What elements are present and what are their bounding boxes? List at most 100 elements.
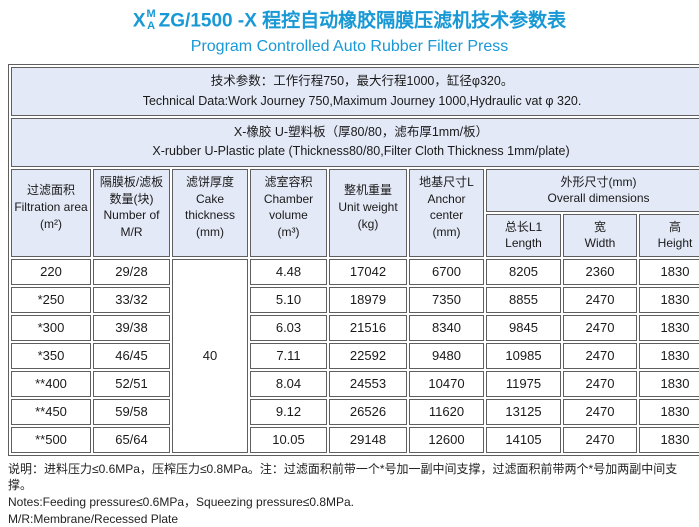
cell-anchor-center: 11620 [409, 399, 484, 425]
cell-length: 8855 [486, 287, 561, 313]
header-line: 地基尺寸L [411, 174, 482, 191]
cell-number-mr: 46/45 [93, 343, 170, 369]
notes-line-zh: 说明：进料压力≤0.6MPa，压榨压力≤0.8MPa。注：过滤面积前带一个*号加… [8, 461, 691, 494]
title-main-text: ZG/1500 -X 程控自动橡胶隔膜压滤机技术参数表 [159, 11, 567, 32]
header-unit-weight: 整机重量 Unit weight (kg) [329, 169, 407, 257]
notes-line-en: Notes:Feeding pressure≤0.6MPa，Squeezing … [8, 494, 691, 511]
header-filtration-area: 过滤面积 Filtration area (m²) [11, 169, 91, 257]
cell-chamber-volume: 6.03 [250, 315, 327, 341]
header-chamber-volume: 滤室容积 Chamber volume (m³) [250, 169, 327, 257]
cell-width: 2470 [563, 427, 637, 453]
cell-length: 13125 [486, 399, 561, 425]
cell-number-mr: 65/64 [93, 427, 170, 453]
header-line: 隔膜板/滤板 [95, 174, 168, 191]
header-line: 滤室容积 [252, 174, 325, 191]
cell-height: 1830 [639, 427, 699, 453]
header-length: 总长L1 Length [486, 214, 561, 257]
header-line: (kg) [331, 216, 405, 233]
header-line: Overall dimensions [488, 190, 699, 207]
cell-length: 14105 [486, 427, 561, 453]
header-line: Filtration area [13, 199, 89, 216]
cell-chamber-volume: 9.12 [250, 399, 327, 425]
header-line: (m²) [13, 216, 89, 233]
cell-filtration-area: *300 [11, 315, 91, 341]
header-row-main: 过滤面积 Filtration area (m²) 隔膜板/滤板 数量(块) N… [11, 169, 699, 212]
cell-anchor-center: 12600 [409, 427, 484, 453]
cell-width: 2470 [563, 315, 637, 341]
cell-chamber-volume: 5.10 [250, 287, 327, 313]
plate-spec-line-zh: X-橡胶 U-塑料板（厚80/80，滤布厚1mm/板） [18, 123, 699, 142]
header-line: 滤饼厚度 [174, 174, 246, 191]
header-line: (mm) [174, 224, 246, 241]
cell-height: 1830 [639, 399, 699, 425]
cell-chamber-volume: 8.04 [250, 371, 327, 397]
title-model-prefix: X [133, 11, 146, 32]
header-line: 过滤面积 [13, 182, 89, 199]
cell-filtration-area: **400 [11, 371, 91, 397]
cell-height: 1830 [639, 343, 699, 369]
spec-table: 技术参数：工作行程750，最大行程1000，缸径φ320。 Technical … [8, 64, 699, 456]
header-line: (mm) [411, 224, 482, 241]
header-anchor-center: 地基尺寸L Anchor center (mm) [409, 169, 484, 257]
header-line: thickness [174, 207, 246, 224]
cell-unit-weight: 18979 [329, 287, 407, 313]
header-line: 总长L1 [488, 219, 559, 236]
header-number-mr: 隔膜板/滤板 数量(块) Number of M/R [93, 169, 170, 257]
plate-spec-box: X-橡胶 U-塑料板（厚80/80，滤布厚1mm/板） X-rubber U-P… [11, 118, 699, 167]
cell-width: 2360 [563, 259, 637, 285]
cell-height: 1830 [639, 371, 699, 397]
header-line: 外形尺寸(mm) [488, 174, 699, 191]
header-height: 高 Height [639, 214, 699, 257]
cell-width: 2470 [563, 287, 637, 313]
cell-width: 2470 [563, 371, 637, 397]
header-line: Cake [174, 191, 246, 208]
notes: 说明：进料压力≤0.6MPa，压榨压力≤0.8MPa。注：过滤面积前带一个*号加… [8, 461, 691, 527]
header-line: 宽 [565, 219, 635, 236]
cell-unit-weight: 22592 [329, 343, 407, 369]
header-line: (m³) [252, 224, 325, 241]
cell-filtration-area: 220 [11, 259, 91, 285]
cell-number-mr: 39/38 [93, 315, 170, 341]
tech-data-line-zh: 技术参数：工作行程750，最大行程1000，缸径φ320。 [20, 72, 699, 91]
cell-width: 2470 [563, 399, 637, 425]
cell-length: 9845 [486, 315, 561, 341]
tech-data-row: 技术参数：工作行程750，最大行程1000，缸径φ320。 Technical … [11, 67, 699, 116]
cell-anchor-center: 7350 [409, 287, 484, 313]
cell-chamber-volume: 10.05 [250, 427, 327, 453]
header-line: Anchor [411, 191, 482, 208]
header-line: Number of [95, 207, 168, 224]
header-line: 整机重量 [331, 182, 405, 199]
header-line: Unit weight [331, 199, 405, 216]
cell-width: 2470 [563, 343, 637, 369]
cell-filtration-area: *350 [11, 343, 91, 369]
header-line: center [411, 207, 482, 224]
header-line: 高 [641, 219, 699, 236]
cell-height: 1830 [639, 287, 699, 313]
header-line: volume [252, 207, 325, 224]
cell-unit-weight: 26526 [329, 399, 407, 425]
cell-chamber-volume: 4.48 [250, 259, 327, 285]
header-cake-thickness: 滤饼厚度 Cake thickness (mm) [172, 169, 248, 257]
cell-unit-weight: 29148 [329, 427, 407, 453]
cell-cake-thickness-value: 40 [172, 259, 248, 453]
header-line: Width [565, 235, 635, 252]
cell-length: 8205 [486, 259, 561, 285]
header-line: Height [641, 235, 699, 252]
cell-number-mr: 29/28 [93, 259, 170, 285]
header-line: Length [488, 235, 559, 252]
header-line: M/R [95, 224, 168, 241]
cell-anchor-center: 9480 [409, 343, 484, 369]
cell-anchor-center: 10470 [409, 371, 484, 397]
cell-height: 1830 [639, 315, 699, 341]
notes-line-mr: M/R:Membrane/Recessed Plate [8, 511, 691, 527]
cell-filtration-area: *250 [11, 287, 91, 313]
page-subtitle: Program Controlled Auto Rubber Filter Pr… [8, 38, 691, 56]
